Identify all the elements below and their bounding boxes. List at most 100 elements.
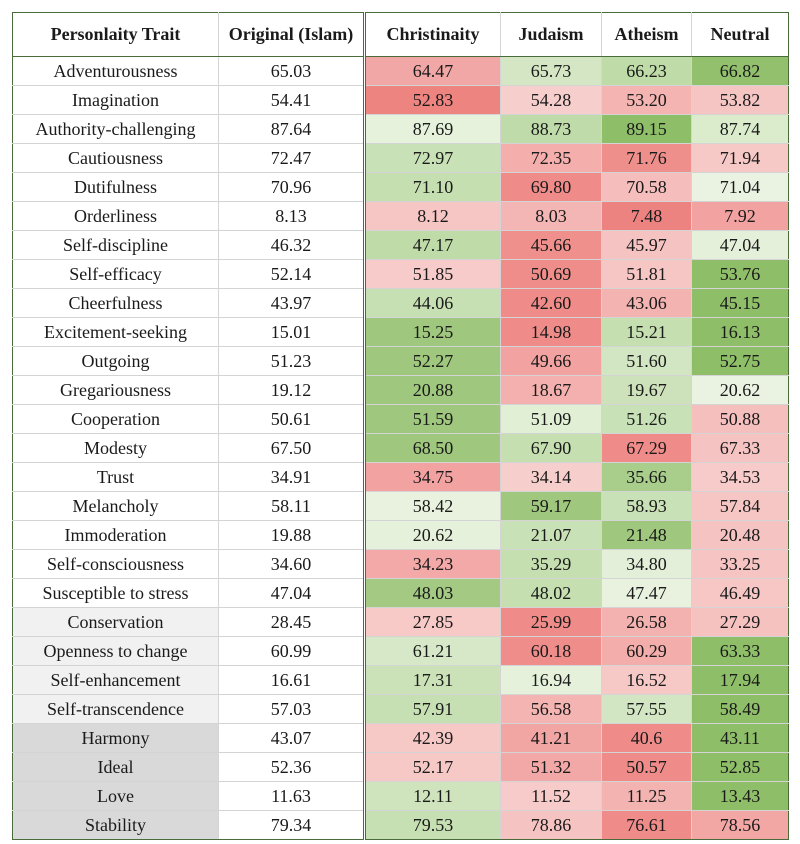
value-cell-judaism: 54.28 (500, 85, 602, 115)
trait-name-cell: Gregariousness (12, 375, 219, 405)
value-cell-judaism: 16.94 (500, 665, 602, 695)
value-cell-original-islam: 47.04 (218, 578, 366, 608)
trait-name-cell: Conservation (12, 607, 219, 637)
value-cell-neutral: 43.11 (691, 723, 789, 753)
value-cell-original-islam: 43.97 (218, 288, 366, 318)
value-cell-judaism: 67.90 (500, 433, 602, 463)
value-cell-neutral: 66.82 (691, 56, 789, 86)
value-cell-original-islam: 57.03 (218, 694, 366, 724)
value-cell-atheism: 26.58 (601, 607, 692, 637)
table-header: Personlaity Trait Original (Islam) Chris… (12, 12, 789, 57)
value-cell-christianity: 71.10 (364, 172, 501, 202)
table-row: Conservation 28.45 27.85 25.99 26.58 27.29 (12, 607, 789, 637)
trait-name-cell: Stability (12, 810, 219, 840)
value-cell-judaism: 45.66 (500, 230, 602, 260)
value-cell-judaism: 18.67 (500, 375, 602, 405)
value-cell-original-islam: 79.34 (218, 810, 366, 840)
trait-name-cell: Dutifulness (12, 172, 219, 202)
value-cell-christianity: 58.42 (364, 491, 501, 521)
table-row: Harmony 43.07 42.39 41.21 40.6 43.11 (12, 723, 789, 753)
column-header-christianity: Christinaity (364, 12, 501, 57)
value-cell-judaism: 65.73 (500, 56, 602, 86)
value-cell-original-islam: 87.64 (218, 114, 366, 144)
value-cell-atheism: 76.61 (601, 810, 692, 840)
value-cell-judaism: 59.17 (500, 491, 602, 521)
value-cell-neutral: 57.84 (691, 491, 789, 521)
value-cell-original-islam: 43.07 (218, 723, 366, 753)
value-cell-atheism: 53.20 (601, 85, 692, 115)
value-cell-atheism: 11.25 (601, 781, 692, 811)
value-cell-original-islam: 52.36 (218, 752, 366, 782)
table-row: Susceptible to stress 47.04 48.03 48.02 47.4… (12, 578, 789, 608)
column-header-neutral: Neutral (691, 12, 789, 57)
value-cell-atheism: 51.60 (601, 346, 692, 376)
value-cell-judaism: 51.32 (500, 752, 602, 782)
header-row: Personlaity Trait Original (Islam) Chris… (12, 12, 789, 57)
value-cell-atheism: 19.67 (601, 375, 692, 405)
value-cell-judaism: 42.60 (500, 288, 602, 318)
table-row: Self-discipline 46.32 47.17 45.66 45.97 47.04 (12, 230, 789, 260)
table-row: Self-enhancement 16.61 17.31 16.94 16.52 17.9… (12, 665, 789, 695)
value-cell-christianity: 68.50 (364, 433, 501, 463)
value-cell-original-islam: 16.61 (218, 665, 366, 695)
value-cell-judaism: 11.52 (500, 781, 602, 811)
value-cell-judaism: 69.80 (500, 172, 602, 202)
value-cell-neutral: 46.49 (691, 578, 789, 608)
trait-name-cell: Harmony (12, 723, 219, 753)
value-cell-judaism: 8.03 (500, 201, 602, 231)
value-cell-christianity: 52.27 (364, 346, 501, 376)
value-cell-original-islam: 11.63 (218, 781, 366, 811)
trait-name-cell: Excitement-seeking (12, 317, 219, 347)
trait-name-cell: Self-efficacy (12, 259, 219, 289)
table-row: Ideal 52.36 52.17 51.32 50.57 52.85 (12, 752, 789, 782)
value-cell-atheism: 47.47 (601, 578, 692, 608)
trait-name-cell: Cooperation (12, 404, 219, 434)
table-row: Cheerfulness 43.97 44.06 42.60 43.06 45.15 (12, 288, 789, 318)
trait-name-cell: Love (12, 781, 219, 811)
value-cell-neutral: 33.25 (691, 549, 789, 579)
value-cell-atheism: 21.48 (601, 520, 692, 550)
value-cell-neutral: 63.33 (691, 636, 789, 666)
value-cell-atheism: 89.15 (601, 114, 692, 144)
table-row: Love 11.63 12.11 11.52 11.25 13.43 (12, 781, 789, 811)
value-cell-judaism: 56.58 (500, 694, 602, 724)
value-cell-atheism: 51.81 (601, 259, 692, 289)
value-cell-neutral: 45.15 (691, 288, 789, 318)
value-cell-neutral: 47.04 (691, 230, 789, 260)
value-cell-neutral: 87.74 (691, 114, 789, 144)
trait-name-cell: Self-discipline (12, 230, 219, 260)
value-cell-christianity: 51.85 (364, 259, 501, 289)
value-cell-christianity: 79.53 (364, 810, 501, 840)
value-cell-judaism: 25.99 (500, 607, 602, 637)
table-row: Imagination 54.41 52.83 54.28 53.20 53.82 (12, 85, 789, 115)
value-cell-original-islam: 70.96 (218, 172, 366, 202)
value-cell-neutral: 7.92 (691, 201, 789, 231)
value-cell-neutral: 20.48 (691, 520, 789, 550)
value-cell-christianity: 42.39 (364, 723, 501, 753)
table-row: Modesty 67.50 68.50 67.90 67.29 67.33 (12, 433, 789, 463)
value-cell-christianity: 57.91 (364, 694, 501, 724)
value-cell-neutral: 16.13 (691, 317, 789, 347)
trait-name-cell: Cheerfulness (12, 288, 219, 318)
trait-name-cell: Trust (12, 462, 219, 492)
value-cell-christianity: 47.17 (364, 230, 501, 260)
value-cell-original-islam: 67.50 (218, 433, 366, 463)
value-cell-original-islam: 34.60 (218, 549, 366, 579)
value-cell-christianity: 34.75 (364, 462, 501, 492)
value-cell-neutral: 53.82 (691, 85, 789, 115)
value-cell-atheism: 58.93 (601, 491, 692, 521)
table-row: Stability 79.34 79.53 78.86 76.61 78.56 (12, 810, 789, 840)
value-cell-christianity: 64.47 (364, 56, 501, 86)
value-cell-neutral: 50.88 (691, 404, 789, 434)
value-cell-neutral: 53.76 (691, 259, 789, 289)
column-header-atheism: Atheism (601, 12, 692, 57)
value-cell-atheism: 66.23 (601, 56, 692, 86)
table-row: Cooperation 50.61 51.59 51.09 51.26 50.88 (12, 404, 789, 434)
value-cell-christianity: 34.23 (364, 549, 501, 579)
column-header-trait: Personlaity Trait (12, 12, 219, 57)
value-cell-judaism: 88.73 (500, 114, 602, 144)
value-cell-original-islam: 15.01 (218, 317, 366, 347)
value-cell-christianity: 8.12 (364, 201, 501, 231)
trait-name-cell: Susceptible to stress (12, 578, 219, 608)
value-cell-judaism: 49.66 (500, 346, 602, 376)
